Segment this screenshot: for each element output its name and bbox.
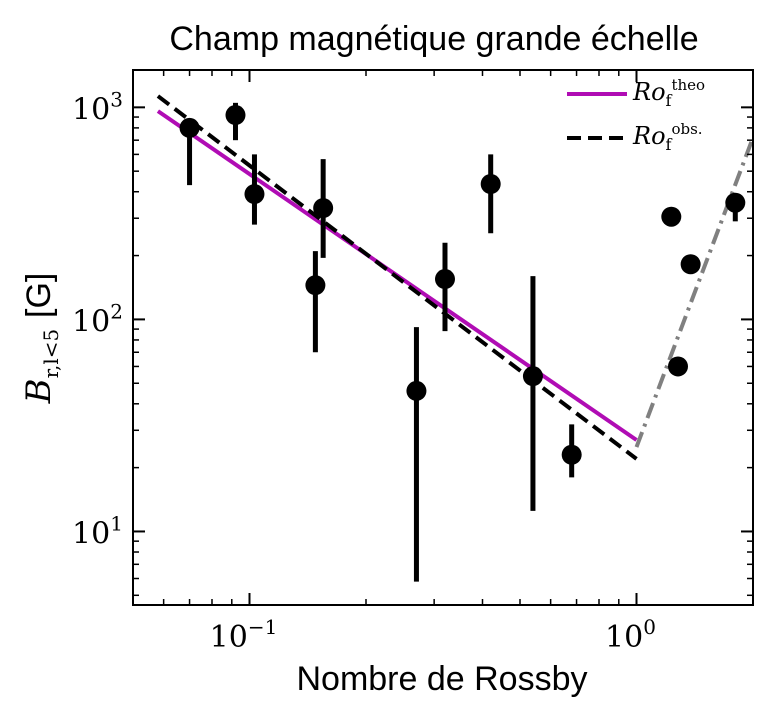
data-point-4 (313, 198, 334, 219)
data-point-1 (225, 105, 246, 126)
data-point-5 (406, 380, 427, 401)
data-point-12 (680, 254, 701, 275)
point-layer (179, 105, 746, 465)
data-point-13 (725, 192, 746, 213)
data-point-7 (480, 174, 501, 195)
data-point-2 (244, 184, 265, 205)
y-tick-label-0: 101 (72, 511, 123, 551)
y-axis-label: Br,l<5 [G] (19, 273, 63, 405)
plot-frame (132, 69, 754, 606)
series-line-2 (634, 136, 755, 448)
errorbar-layer (187, 102, 738, 582)
legend: Roftheo Rofobs. (567, 76, 705, 154)
y-axis-label-sub: r,l<5 (39, 329, 63, 379)
y-axis-label-main: B (19, 378, 59, 404)
data-point-9 (561, 444, 582, 465)
y-axis-label-unit: [G] (20, 273, 58, 318)
data-point-11 (667, 356, 688, 377)
legend-label-obs: Rofobs. (632, 120, 703, 154)
x-tick-label-0: 10−1 (210, 615, 278, 655)
series-line-1 (156, 94, 638, 461)
data-point-10 (661, 206, 682, 227)
x-tick-label-1: 100 (605, 615, 656, 655)
data-point-3 (305, 275, 326, 296)
legend-label-theo: Roftheo (632, 76, 705, 110)
chart-title: Champ magnétique grande échelle (169, 20, 698, 58)
data-point-8 (522, 366, 543, 387)
x-ticks: 10−1 100 (132, 70, 754, 655)
data-point-0 (179, 117, 200, 138)
y-ticks: 101 102 103 (72, 87, 753, 597)
y-tick-label-2: 103 (72, 87, 123, 127)
series-layer (156, 94, 755, 461)
y-tick-label-1: 102 (72, 299, 123, 339)
x-axis-label: Nombre de Rossby (296, 660, 587, 698)
data-point-6 (434, 269, 455, 290)
